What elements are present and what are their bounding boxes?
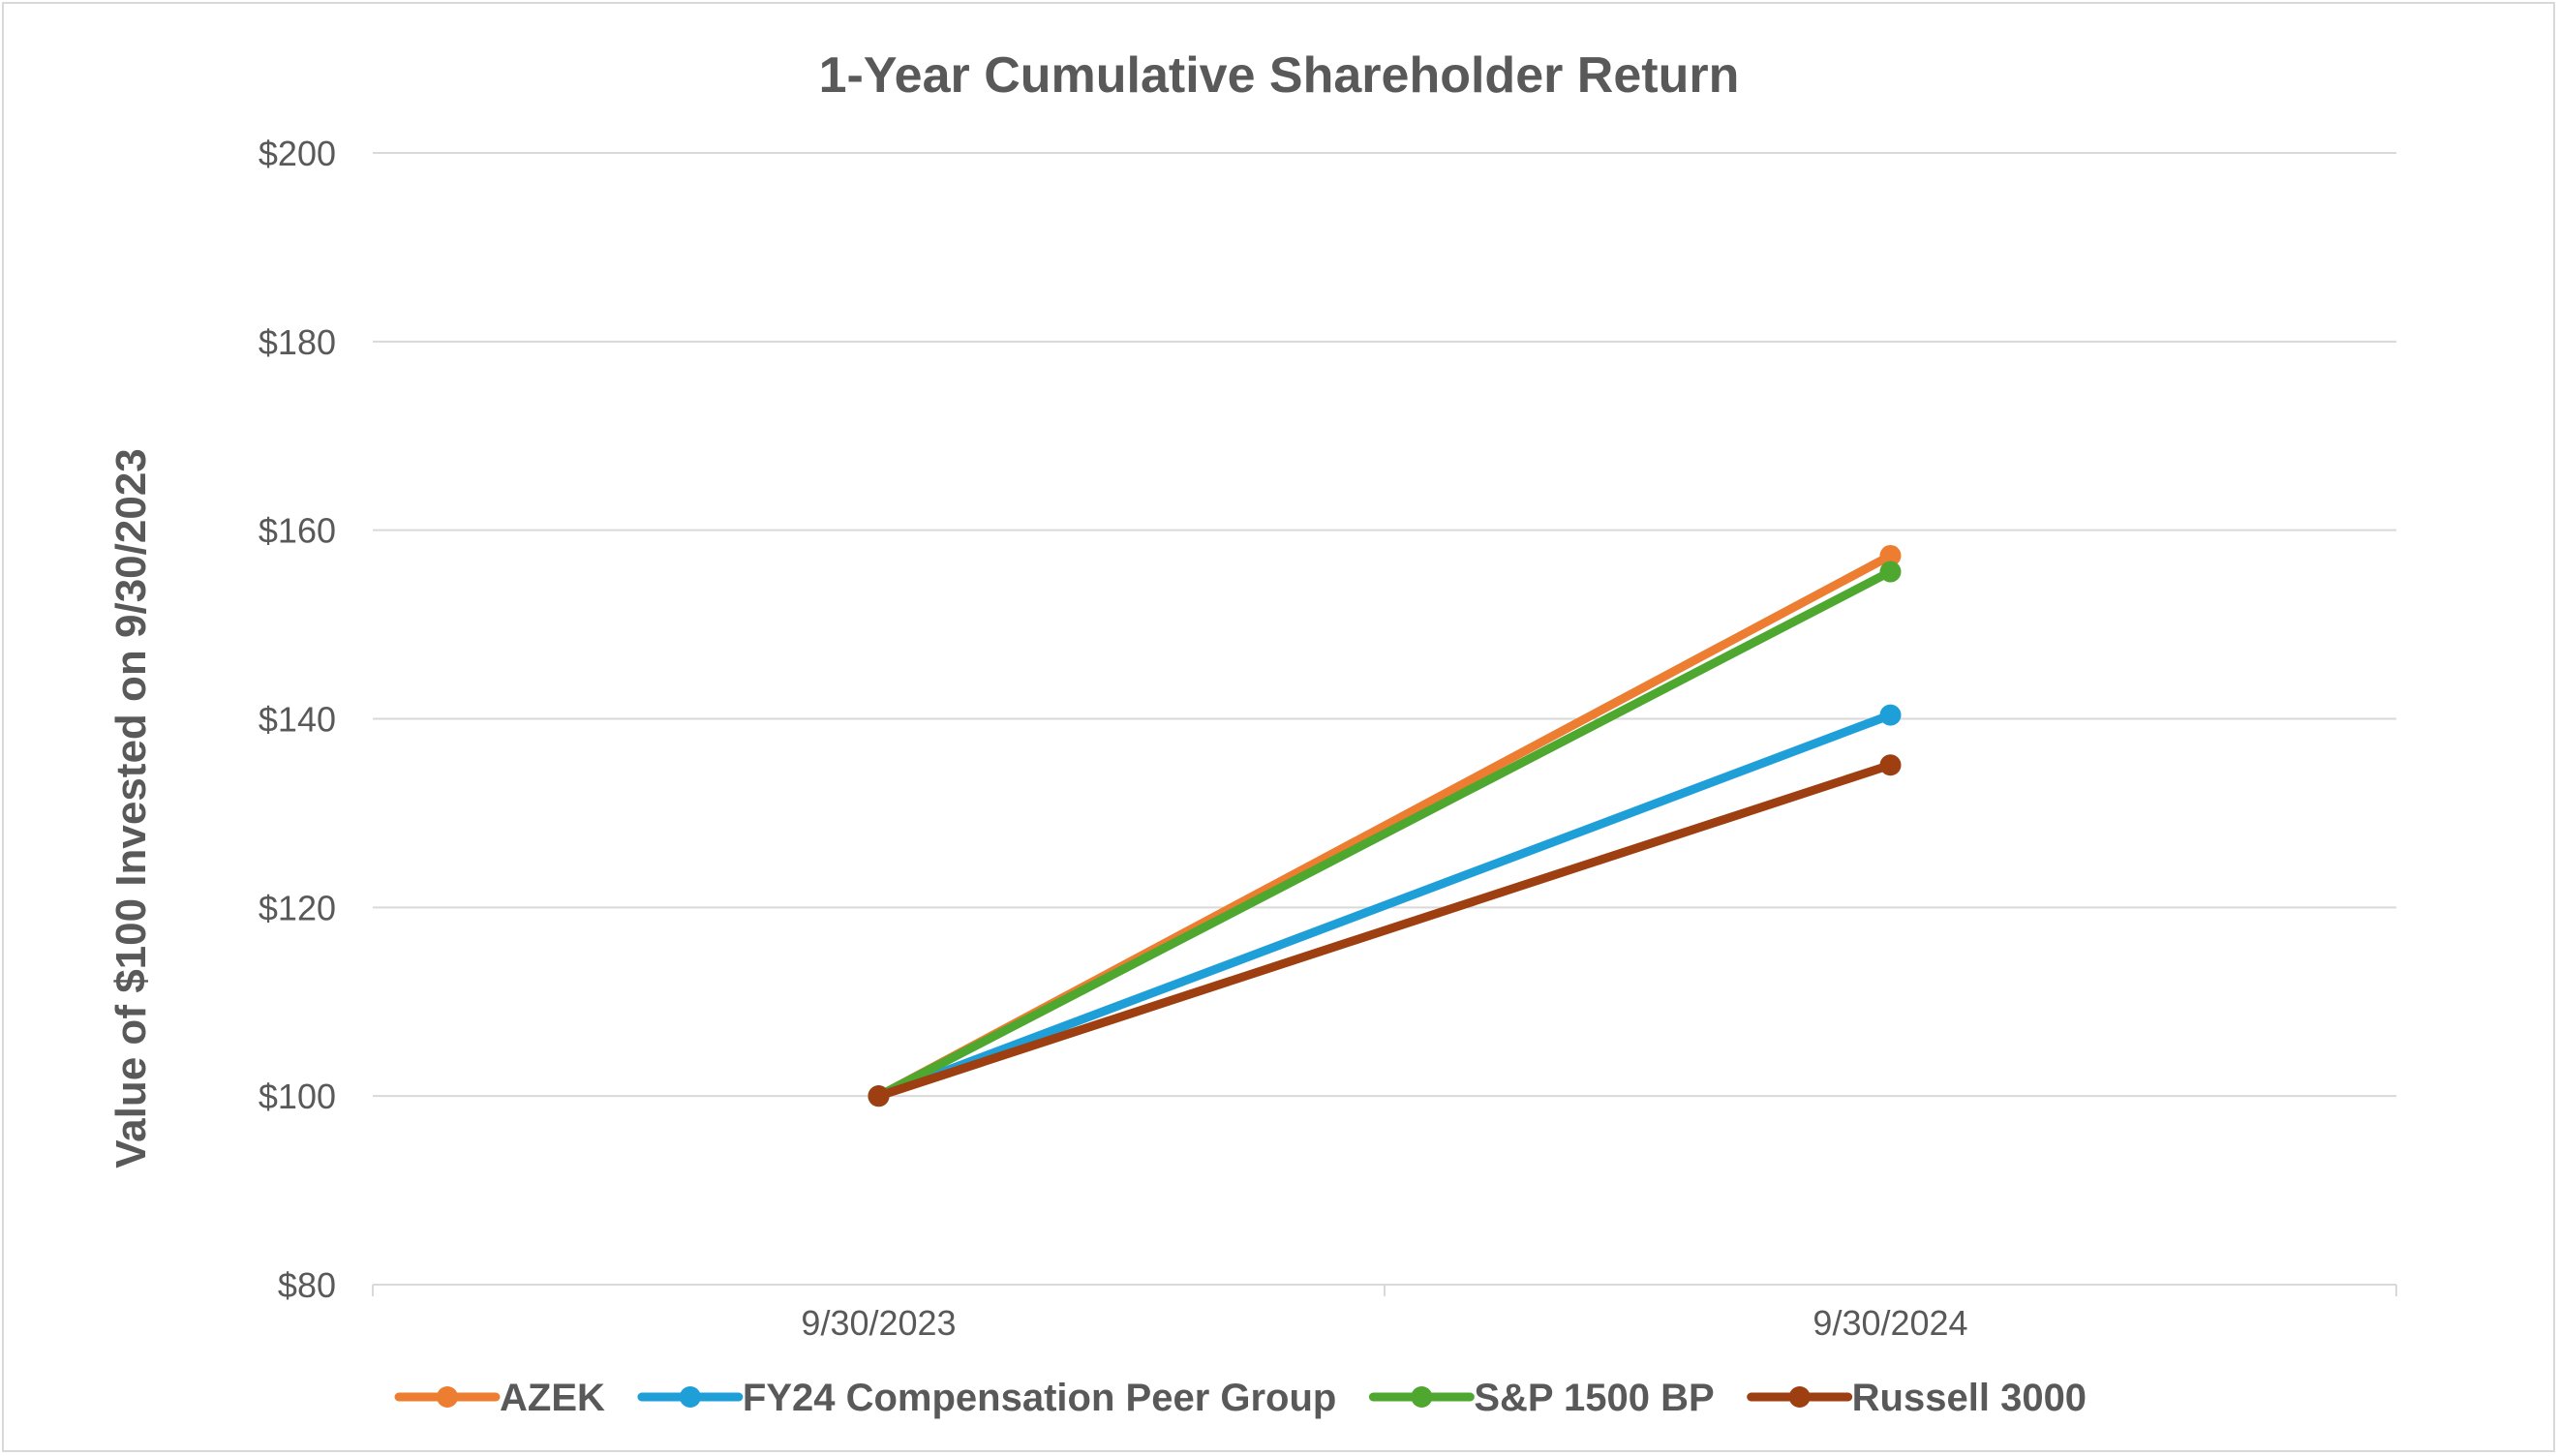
x-tick-label: 9/30/2024 (1813, 1303, 1967, 1343)
legend-item: AZEK (394, 1377, 605, 1419)
legend-marker (679, 1386, 701, 1408)
x-axis-ticks: 9/30/2023 9/30/2024 (801, 1303, 1967, 1343)
legend: AZEK FY24 Compensation Peer Group S&P 1500… (394, 1377, 2087, 1419)
legend-marker (1411, 1386, 1433, 1408)
legend-marker (1788, 1386, 1811, 1408)
x-axis (372, 1284, 2397, 1296)
y-tick-label: $100 (259, 1077, 336, 1116)
data-point (868, 1085, 890, 1107)
legend-label: Russell 3000 (1852, 1377, 2087, 1419)
legend-marker (437, 1386, 458, 1408)
legend-label: S&P 1500 BP (1474, 1377, 1714, 1419)
data-point (1879, 561, 1902, 583)
data-point (1879, 754, 1902, 776)
y-tick-label: $80 (278, 1265, 336, 1305)
chart-title: 1-Year Cumulative Shareholder Return (819, 47, 1740, 104)
y-tick-label: $120 (259, 888, 336, 927)
series-line-2 (874, 567, 1895, 1101)
data-point (1879, 704, 1902, 726)
gridlines (373, 152, 2396, 1098)
y-tick-label: $200 (259, 134, 336, 173)
y-axis-label: Value of $100 Invested on 9/30/2023 (107, 448, 155, 1168)
legend-item: FY24 Compensation Peer Group (637, 1377, 1336, 1419)
legend-label: AZEK (500, 1377, 605, 1419)
data-point (1879, 544, 1902, 566)
y-tick-label: $160 (259, 511, 336, 551)
x-tick-label: 9/30/2023 (801, 1303, 956, 1343)
legend-label: FY24 Compensation Peer Group (743, 1377, 1336, 1419)
y-axis-ticks: $80 $100 $120 $140 $160 $180 $200 (259, 134, 336, 1305)
legend-item: S&P 1500 BP (1368, 1377, 1715, 1419)
legend-item: Russell 3000 (1747, 1377, 2087, 1419)
series-line-1 (874, 711, 1895, 1101)
series-lines (868, 544, 1902, 1107)
y-tick-label: $140 (259, 700, 336, 740)
y-tick-label: $180 (259, 322, 336, 362)
series-line-3 (874, 760, 1895, 1101)
